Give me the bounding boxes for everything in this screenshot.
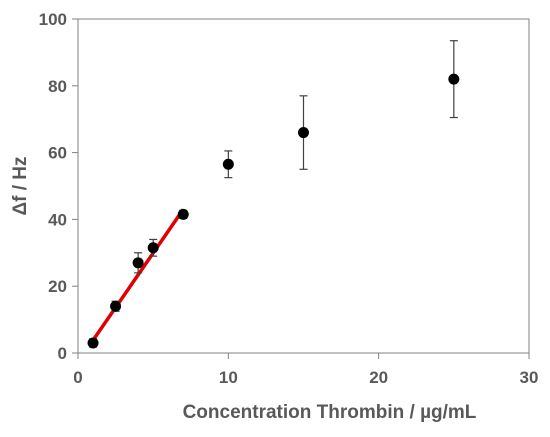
data-points-layer [87,40,460,349]
data-point [110,300,122,312]
y-axis-title: Δf / Hz [10,156,31,215]
plot-border [77,18,530,354]
y-tick-label: 20 [48,277,67,296]
data-point [132,252,144,274]
y-tick-label: 40 [48,210,67,229]
x-axis-title: Concentration Thrombin / µg/mL [183,402,477,423]
fit-line [88,208,185,346]
data-point [448,40,460,119]
marker [222,158,234,170]
data-point [222,150,234,179]
data-point [147,238,159,257]
x-tick-label: 10 [219,368,238,387]
marker [147,242,159,254]
y-tick-label: 0 [58,344,67,363]
data-point [177,208,189,220]
plot-area [77,18,530,354]
marker [110,300,122,312]
tick-layer: 0 10 20 30 0 20 40 60 80 100 [39,10,539,387]
x-tick-label: 30 [520,368,539,387]
y-tick-label: 60 [48,144,67,163]
data-point [87,337,99,349]
x-tick-label: 0 [73,368,82,387]
y-tick-label: 80 [48,77,67,96]
marker [298,127,309,139]
data-point [298,95,309,170]
marker [132,257,144,269]
marker [87,337,99,349]
fit-line-layer [88,208,185,346]
y-tick-label: 100 [39,10,67,29]
marker [448,73,460,85]
marker [177,208,189,220]
x-tick-label: 20 [369,368,388,387]
